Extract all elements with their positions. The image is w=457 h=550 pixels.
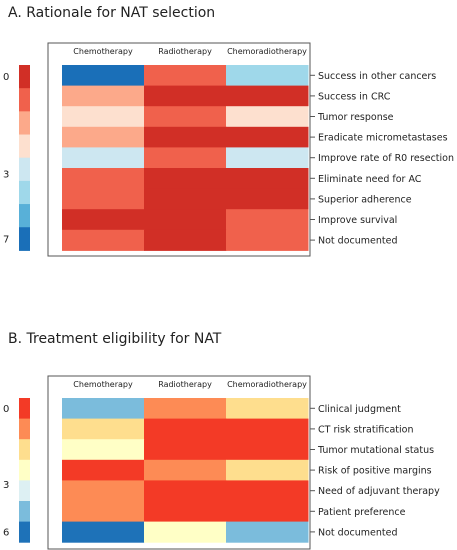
colorbar-segment — [19, 459, 30, 481]
heatmap-cell — [226, 126, 309, 148]
heatmap-cell — [226, 65, 309, 87]
heatmap-cell — [62, 106, 145, 128]
heatmap-cell — [226, 398, 309, 420]
heatmap-cell — [226, 147, 309, 169]
heatmap-frame — [47, 42, 311, 257]
colorbar-tick-label: 3 — [3, 480, 9, 491]
heatmap-cell — [226, 85, 309, 107]
heatmap-cell — [144, 229, 227, 251]
heatmap-cell — [144, 85, 227, 107]
row-label: Patient preference — [318, 507, 406, 518]
heatmap-cell — [62, 521, 145, 543]
panel-a-title: A. Rationale for NAT selection — [8, 5, 215, 21]
heatmap-cell — [226, 229, 309, 251]
colorbar-segment — [19, 204, 30, 228]
row-label: Success in other cancers — [318, 71, 436, 82]
colorbar-segment — [19, 501, 30, 523]
column-header: Chemoradiotherapy — [227, 47, 307, 56]
panel-b-eligibility: B. Treatment eligibility for NAT Chemoth… — [3, 331, 440, 550]
heatmap-cell — [62, 418, 145, 440]
heatmap-cell — [62, 229, 145, 251]
row-label: Superior adherence — [318, 194, 412, 205]
heatmap-cell — [226, 480, 309, 502]
heatmap-cell — [62, 65, 145, 87]
heatmap-cell — [144, 459, 227, 481]
heatmap-cell — [226, 188, 309, 210]
column-header: Radiotherapy — [158, 47, 212, 56]
heatmap-cell — [62, 480, 145, 502]
heatmap-cell — [144, 418, 227, 440]
panel-b-title: B. Treatment eligibility for NAT — [8, 331, 222, 347]
row-label: Not documented — [318, 527, 397, 538]
row-label: Clinical judgment — [318, 404, 401, 415]
colorbar-segment — [19, 111, 30, 136]
colorbar-segment — [19, 180, 30, 205]
heatmap-cell — [144, 398, 227, 420]
colorbar-tick-label: 3 — [3, 169, 9, 180]
heatmap-cell — [226, 418, 309, 440]
heatmap-cell — [144, 209, 227, 231]
heatmap-cell — [226, 168, 309, 190]
heatmap-cell — [226, 209, 309, 231]
row-label: CT risk stratification — [318, 424, 413, 435]
colorbar-segment — [19, 398, 30, 420]
colorbar-segment — [19, 418, 30, 440]
colorbar-tick-label: 6 — [3, 527, 9, 538]
column-header: Chemotherapy — [73, 47, 133, 56]
heatmap-cell — [144, 188, 227, 210]
heatmap-cell — [62, 398, 145, 420]
colorbar-segment — [19, 439, 30, 461]
colorbar-segment — [19, 227, 30, 251]
heatmap-cell — [226, 106, 309, 128]
colorbar-segment — [19, 157, 30, 182]
heatmap-cell — [62, 501, 145, 523]
row-label: Improve survival — [318, 215, 397, 226]
colorbar-segment — [19, 65, 30, 89]
colorbar-segment — [19, 88, 30, 112]
colorbar-tick-label: 7 — [3, 234, 9, 245]
heatmap-cell — [226, 459, 309, 481]
row-label: Tumor response — [317, 112, 394, 123]
column-header: Chemotherapy — [73, 380, 133, 389]
colorbar-tick-label: 0 — [3, 404, 9, 415]
row-label: Risk of positive margins — [318, 466, 432, 477]
heatmap-cell — [144, 521, 227, 543]
heatmap-cell — [62, 209, 145, 231]
row-label: Eliminate need for AC — [318, 174, 422, 185]
heatmap-frame — [47, 375, 311, 550]
heatmap-cell — [144, 106, 227, 128]
colorbar-segment — [19, 134, 30, 159]
heatmap-cell — [226, 439, 309, 461]
row-label: Improve rate of R0 resection — [318, 153, 454, 164]
heatmap-cell — [144, 501, 227, 523]
colorbar-tick-label: 0 — [3, 72, 9, 83]
row-label: Not documented — [318, 236, 397, 247]
heatmap-cell — [144, 168, 227, 190]
heatmap-cell — [62, 85, 145, 107]
column-header: Radiotherapy — [158, 380, 212, 389]
heatmap-cell — [62, 188, 145, 210]
heatmap-cell — [62, 459, 145, 481]
heatmap-cell — [144, 65, 227, 87]
heatmap-cell — [226, 501, 309, 523]
panel-a-rationale: A. Rationale for NAT selection Chemother… — [3, 5, 454, 257]
heatmap-cell — [62, 126, 145, 148]
colorbar-segment — [19, 480, 30, 502]
row-label: Success in CRC — [318, 91, 391, 102]
colorbar-segment — [19, 521, 30, 543]
heatmap-cell — [62, 439, 145, 461]
row-label: Tumor mutational status — [317, 445, 434, 456]
heatmap-cell — [62, 147, 145, 169]
heatmap-cell — [144, 439, 227, 461]
heatmap-cell — [144, 147, 227, 169]
heatmap-cell — [226, 521, 309, 543]
row-label: Need of adjuvant therapy — [318, 486, 440, 497]
heatmap-cell — [62, 168, 145, 190]
row-label: Eradicate micrometastases — [318, 133, 448, 144]
column-header: Chemoradiotherapy — [227, 380, 307, 389]
heatmap-cell — [144, 126, 227, 148]
heatmap-cell — [144, 480, 227, 502]
